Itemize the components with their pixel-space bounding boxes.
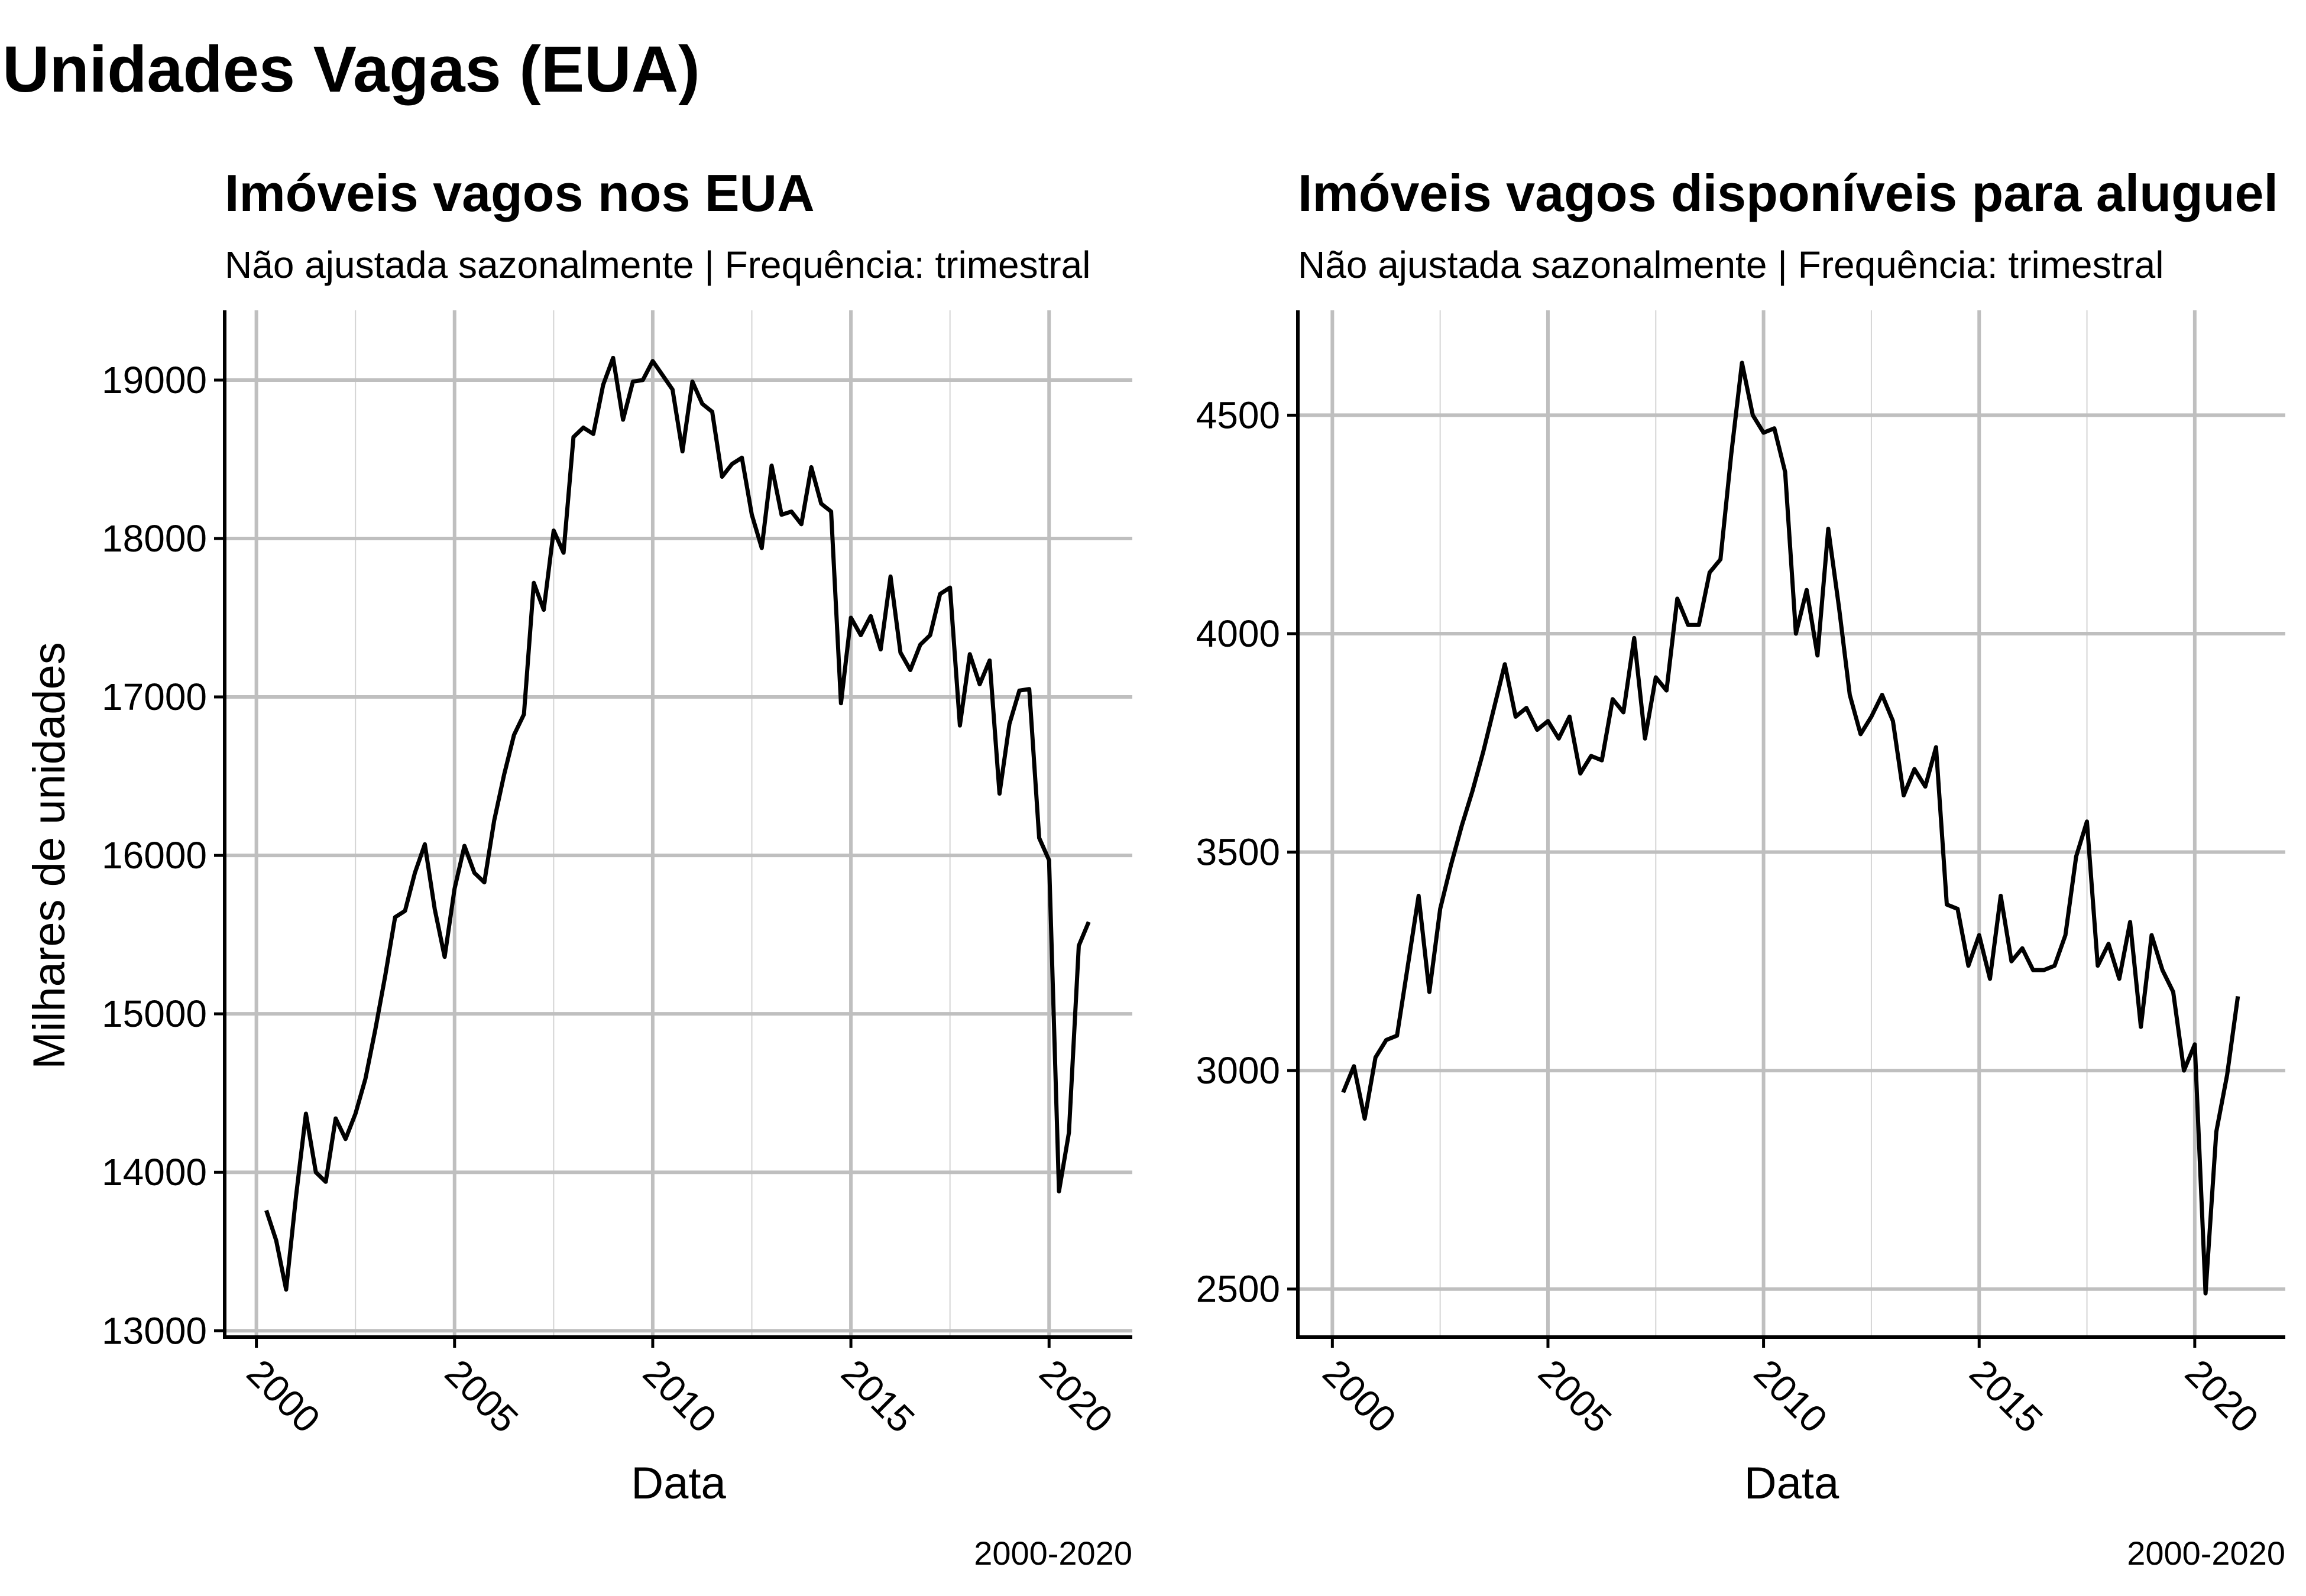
x-tick-label: 2015: [833, 1351, 923, 1441]
panel-subtitle: Não ajustada sazonalmente | Frequência: …: [1298, 244, 2164, 286]
y-tick-label: 3000: [1196, 1049, 1280, 1092]
x-tick-label: 2000: [1314, 1351, 1404, 1441]
x-tick-label: 2010: [1746, 1351, 1836, 1441]
panel-title: Imóveis vagos nos EUA: [225, 164, 815, 222]
panel-subtitle: Não ajustada sazonalmente | Frequência: …: [225, 244, 1090, 286]
y-tick-label: 13000: [102, 1309, 207, 1352]
x-axis-title: Data: [1744, 1458, 1839, 1509]
x-tick-label: 2015: [1961, 1351, 2051, 1441]
y-tick-label: 18000: [102, 517, 207, 560]
main-title: Unidades Vagas (EUA): [2, 33, 700, 106]
y-tick-label: 17000: [102, 676, 207, 718]
panel-title: Imóveis vagos disponíveis para aluguel: [1298, 164, 2278, 222]
x-tick-label: 2005: [1530, 1351, 1620, 1441]
chart-panel-1: 13000 14000 15000 16000 17000 18000 19000 2000 2…: [24, 164, 1132, 1572]
x-tick-label: 2010: [635, 1351, 725, 1441]
y-tick-label: 3500: [1196, 831, 1280, 874]
x-tick-label: 2000: [239, 1351, 329, 1441]
caption: 2000-2020: [2127, 1535, 2285, 1572]
y-tick-label: 2500: [1196, 1268, 1280, 1310]
x-axis-title: Data: [631, 1458, 726, 1509]
x-tick-label: 2020: [2177, 1351, 2267, 1441]
series-line-1: [1341, 361, 2240, 1296]
chart-panel-2: 2500 3000 3500 4000 4500 2000 2005 2010 2015 2020…: [1196, 164, 2285, 1572]
series-line-1: [264, 355, 1091, 1292]
y-axis-title: Milhares de unidades: [24, 642, 75, 1069]
y-tick-label: 4000: [1196, 612, 1280, 655]
x-tick-label: 2020: [1031, 1351, 1121, 1441]
y-tick-label: 4500: [1196, 394, 1280, 436]
x-tick-label: 2005: [437, 1351, 527, 1441]
y-tick-label: 16000: [102, 834, 207, 877]
y-tick-label: 19000: [102, 359, 207, 401]
y-tick-label: 14000: [102, 1151, 207, 1193]
y-tick-label: 15000: [102, 992, 207, 1035]
caption: 2000-2020: [974, 1535, 1132, 1572]
